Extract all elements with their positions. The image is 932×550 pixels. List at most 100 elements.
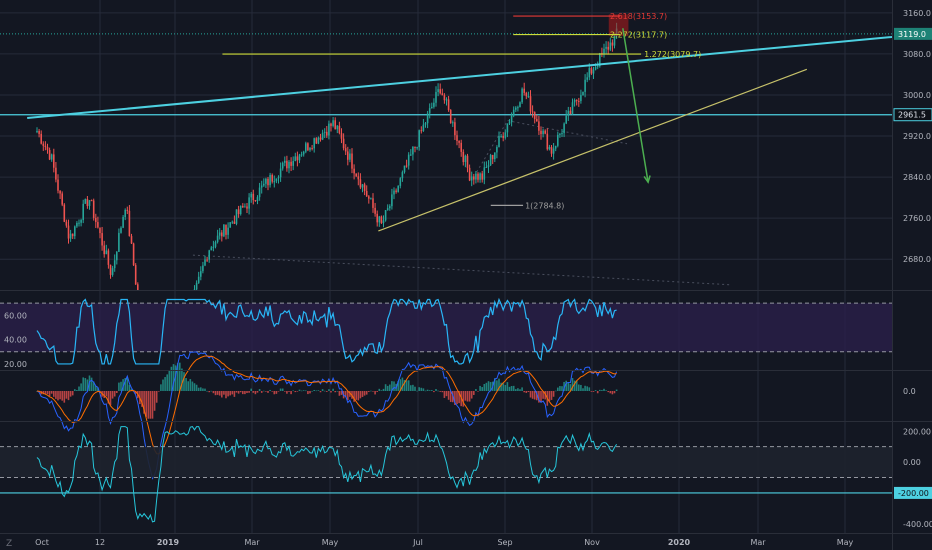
macd-histogram-bar <box>481 387 483 391</box>
candle-body <box>97 222 99 228</box>
macd-histogram-bar <box>86 379 89 391</box>
candle-body <box>326 131 328 136</box>
candle-body <box>531 111 534 113</box>
macd-histogram-bar <box>426 389 429 391</box>
candle-body <box>470 176 473 181</box>
macd-histogram-bar <box>113 391 116 397</box>
candle-body <box>256 197 259 202</box>
macd-histogram-bar <box>242 391 244 395</box>
last-price-badge <box>894 27 932 40</box>
macd-histogram-bar <box>164 377 166 391</box>
candle-body <box>336 125 339 130</box>
macd-histogram-bar <box>183 372 185 391</box>
macd-histogram-bar <box>120 381 122 391</box>
candle-body <box>263 183 265 186</box>
candle-body <box>407 154 410 166</box>
candle-body <box>195 282 198 290</box>
macd-histogram-bar <box>424 390 427 392</box>
macd-histogram-bar <box>586 386 588 391</box>
macd-histogram-bar <box>42 391 45 395</box>
candle-body <box>216 235 219 243</box>
macd-histogram-bar <box>250 388 252 391</box>
macd-histogram-bar <box>195 384 198 391</box>
macd-histogram-bar <box>172 364 175 391</box>
candle-body <box>611 42 614 46</box>
scale-toggle-button[interactable] <box>0 535 18 550</box>
macd-histogram-bar <box>338 391 341 396</box>
macd-histogram-bar <box>202 388 204 391</box>
horizontal-level-badge <box>893 108 932 122</box>
candle-body <box>328 123 330 136</box>
price-pane[interactable]: 2.618(3153.7) 2.272(3117.7) 1.272(3079.7) 1… <box>0 12 919 434</box>
macd-histogram-bar <box>302 390 305 391</box>
candle-body <box>483 167 486 180</box>
y-tick-label-macd: 0.0 <box>903 387 916 396</box>
macd-histogram-bar <box>55 391 57 399</box>
candle-body <box>454 122 456 136</box>
candle-body <box>548 147 551 150</box>
candle-body <box>412 146 414 155</box>
price-overlay: 2.618(3153.7) 2.272(3117.7) 1.272(3079.7) 1… <box>27 12 892 232</box>
candle-body <box>481 173 483 180</box>
candle-body <box>349 153 351 160</box>
macd-histogram-bar <box>605 390 607 391</box>
macd-histogram-bar <box>200 387 202 391</box>
macd-histogram-bar <box>489 382 492 391</box>
macd-histogram-bar <box>550 391 553 400</box>
macd-histogram-bar <box>613 391 616 394</box>
candle-body <box>342 138 345 149</box>
candle-body <box>242 206 244 208</box>
macd-histogram-bar <box>447 391 450 400</box>
candle-body <box>563 123 565 134</box>
macd-histogram-bar <box>372 391 374 392</box>
macd-histogram-bar <box>298 389 301 391</box>
candle-body <box>332 120 334 126</box>
macd-histogram-bar <box>542 391 544 399</box>
macd-histogram-bar <box>615 389 618 391</box>
macd-histogram-bar <box>508 386 511 391</box>
macd-histogram-bar <box>517 388 519 391</box>
candle-body <box>559 133 561 135</box>
macd-histogram-bar <box>487 381 490 391</box>
candle-body <box>433 102 435 107</box>
macd-histogram-bar <box>454 391 456 406</box>
macd-histogram-bar <box>510 385 513 391</box>
candle-body <box>571 102 574 115</box>
candle-body <box>38 131 40 134</box>
candle-body <box>204 259 206 266</box>
macd-histogram-bar <box>554 390 557 392</box>
candle-body <box>223 224 225 237</box>
macd-histogram-bar <box>399 379 402 391</box>
candle-body <box>279 168 282 178</box>
macd-pane[interactable] <box>36 351 618 480</box>
candle-body <box>313 138 315 149</box>
candle-body <box>134 265 137 285</box>
candle-body <box>67 225 70 239</box>
candle-body <box>118 232 120 252</box>
time-axis[interactable]: Oct 12 2019 Mar May Jul Sep Nov 2020 Mar May <box>35 538 853 547</box>
candle-body <box>92 200 95 218</box>
macd-histogram-bar <box>57 391 59 401</box>
candle-body <box>485 167 488 169</box>
candle-body <box>111 268 114 275</box>
macd-histogram-bar <box>263 390 265 392</box>
trendline-upper-channel <box>27 35 892 120</box>
candle-body <box>504 132 507 138</box>
candle-body <box>355 173 357 177</box>
rsi-pane[interactable] <box>0 297 892 365</box>
price-scales[interactable]: 3160.0 3080.0 3000.0 2920.0 2840.0 2760.0 2680… <box>4 9 932 529</box>
macd-histogram-bar <box>176 362 179 391</box>
candle-body <box>599 53 601 67</box>
candle-body <box>603 48 605 55</box>
candle-body <box>250 193 252 198</box>
candle-body <box>426 113 429 124</box>
candle-body <box>578 100 580 102</box>
candle-body <box>370 198 372 200</box>
macd-histogram-bar <box>151 391 154 419</box>
macd-histogram-bar <box>401 377 404 391</box>
cci-pane[interactable] <box>0 426 892 523</box>
macd-histogram-bar <box>498 378 500 391</box>
candle-body <box>569 110 572 115</box>
candle-body <box>590 68 593 74</box>
